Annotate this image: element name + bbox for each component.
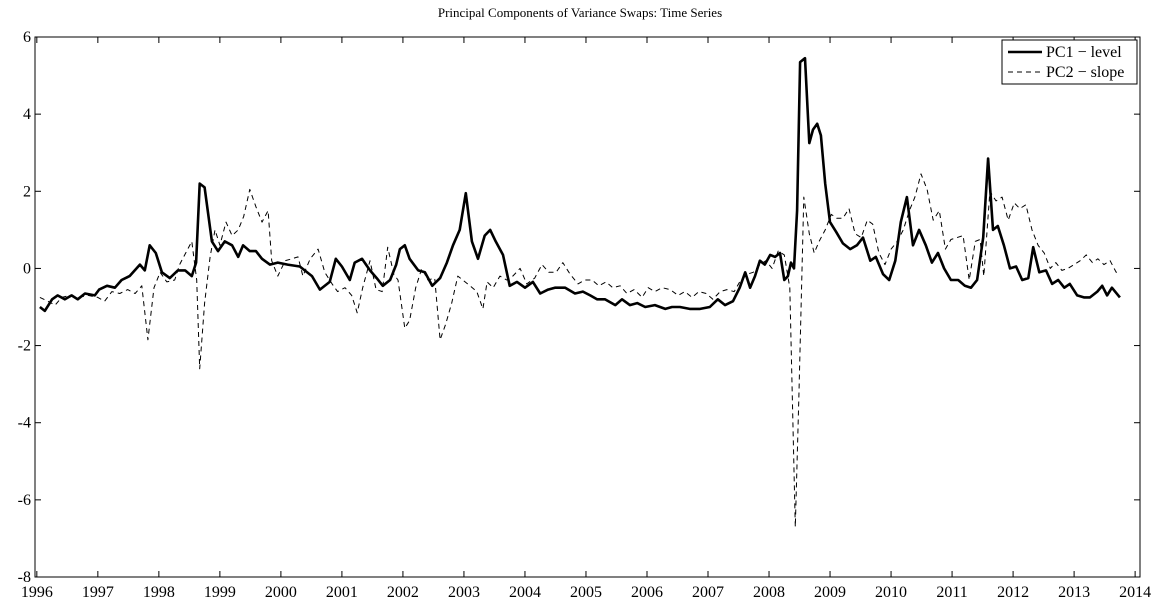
legend-label: PC2 − slope xyxy=(1046,64,1124,81)
x-tick-label: 2010 xyxy=(875,584,907,601)
x-tick-label: 2003 xyxy=(448,584,480,601)
x-tick-label: 2014 xyxy=(1119,584,1151,601)
plot-frame xyxy=(34,36,1141,578)
y-tick-label: -6 xyxy=(18,492,31,509)
x-tick-label: 1998 xyxy=(143,584,175,601)
x-tick-label: 1996 xyxy=(21,584,53,601)
y-tick-label: 4 xyxy=(23,106,31,123)
legend-label: PC1 − level xyxy=(1046,44,1122,61)
x-tick-label: 2009 xyxy=(814,584,846,601)
x-tick-label: 2006 xyxy=(631,584,663,601)
x-tick-label: 2001 xyxy=(326,584,358,601)
chart-title: Principal Components of Variance Swaps: … xyxy=(438,5,722,20)
y-tick-label: 0 xyxy=(23,260,31,277)
series-line xyxy=(39,173,1121,528)
x-tick-label: 2000 xyxy=(265,584,297,601)
y-tick-label: -2 xyxy=(18,338,31,355)
x-tick-label: 1999 xyxy=(204,584,236,601)
x-tick-label: 1997 xyxy=(82,584,114,601)
legend: PC1 − level PC2 − slope xyxy=(1001,39,1138,85)
x-tick-label: 2011 xyxy=(936,584,967,601)
x-tick-label: 2005 xyxy=(570,584,602,601)
series-line xyxy=(39,56,1121,313)
x-tick-label: 2004 xyxy=(509,584,541,601)
y-tick-label: -8 xyxy=(18,569,31,586)
y-tick-label: 2 xyxy=(23,183,31,200)
legend-box xyxy=(1001,39,1138,85)
y-tick-label: 6 xyxy=(23,29,31,46)
x-tick-label: 2002 xyxy=(387,584,419,601)
y-tick-label: -4 xyxy=(18,415,31,432)
x-tick-label: 2012 xyxy=(997,584,1029,601)
x-tick-label: 2007 xyxy=(692,584,724,601)
x-tick-label: 2013 xyxy=(1058,584,1090,601)
x-tick-label: 2008 xyxy=(753,584,785,601)
